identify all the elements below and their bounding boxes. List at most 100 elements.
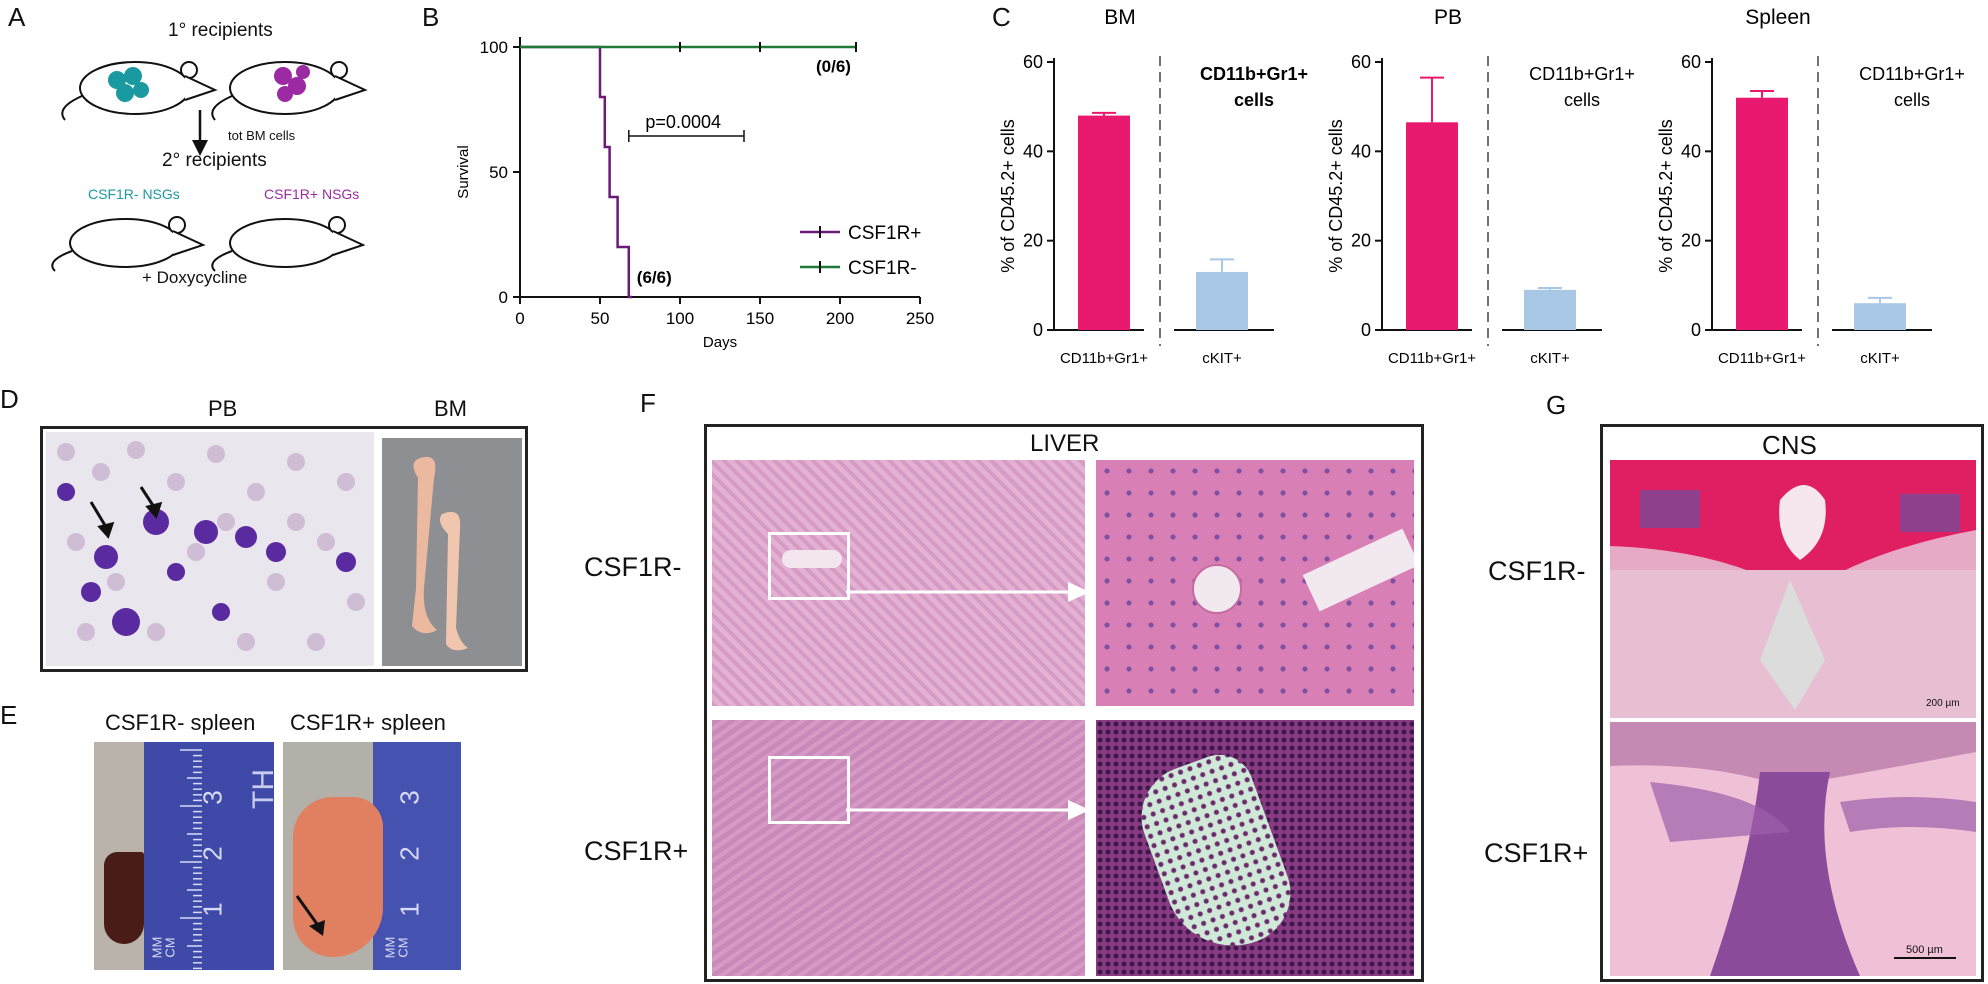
panel-letter-c: C <box>992 2 1011 32</box>
y-tick-label: 0 <box>1691 320 1701 340</box>
x-tick-label: CD11b+Gr1+ <box>1060 350 1148 367</box>
ruler-number: 1 <box>394 902 425 917</box>
spleen-neg-photo: 3 2 1 TH MM CM <box>94 742 274 970</box>
cns-row-neg-label: CSF1R- <box>1488 556 1586 586</box>
ruler-unit-cm: CM <box>395 937 411 958</box>
ruler-text: TH <box>247 769 274 809</box>
bar-chart-pb: PB 0 20 40 60 % of CD45.2+ cells CD11b+Gr1+ cKI… <box>1326 6 1635 367</box>
bar <box>1854 303 1906 330</box>
cns-neg-structure <box>1610 460 1976 718</box>
bone-photo <box>382 438 522 666</box>
panel-letter-a: A <box>8 2 26 32</box>
cell-arrow-icon <box>89 486 163 539</box>
x-tick-label: 250 <box>906 309 934 328</box>
femur-bones <box>412 456 468 651</box>
x-tick-label: 50 <box>591 309 610 328</box>
y-tick-label: 40 <box>1351 141 1371 161</box>
spleen-pos-photo: 3 2 1 MM CM <box>283 742 461 970</box>
count-pos-label: (6/6) <box>637 268 672 287</box>
zoom-box <box>768 532 850 600</box>
x-tick-label: 200 <box>826 309 854 328</box>
transfer-arrow-icon <box>192 110 208 156</box>
y-axis-label: Survival <box>455 145 472 198</box>
vessel <box>1192 564 1242 614</box>
liver-title: LIVER <box>1030 430 1100 457</box>
cns-row-pos-label: CSF1R+ <box>1484 838 1589 868</box>
bar <box>1524 289 1576 330</box>
y-tick-label: 50 <box>489 163 508 182</box>
vessel <box>1127 745 1305 965</box>
group-header: cells <box>1234 90 1274 110</box>
x-tick-label: 100 <box>666 309 694 328</box>
bar <box>1078 115 1130 330</box>
ruler-area <box>373 742 461 970</box>
spleen-arrow-icon <box>295 895 325 936</box>
mouse-pos-icon <box>211 61 368 121</box>
pb-label: PB <box>208 396 238 421</box>
series-line-CSF1R+ <box>520 45 632 299</box>
panel-d-frame <box>40 426 528 672</box>
panel-g-frame <box>1600 424 1984 982</box>
primary-recipients-label: 1° recipients <box>168 20 273 41</box>
treatment-label: + Doxycycline <box>142 268 248 287</box>
x-tick-label: 150 <box>746 309 774 328</box>
x-tick-label: CD11b+Gr1+ <box>1718 350 1806 367</box>
mouse-neg-icon <box>61 61 218 121</box>
group-pos-label: CSF1R+ NSGs <box>264 186 360 202</box>
legend-label: CSF1R- <box>848 258 917 279</box>
group-header: CD11b+Gr1+ <box>1859 64 1965 84</box>
y-tick-label: 40 <box>1681 141 1701 161</box>
liver-row-neg-label: CSF1R- <box>584 552 682 582</box>
y-axis-label: % of CD45.2+ cells <box>1326 119 1346 273</box>
x-tick-label: cKIT+ <box>1530 350 1570 367</box>
blood-smear-cells <box>57 441 365 651</box>
panel-letter-f: F <box>640 388 656 418</box>
vessel <box>782 550 842 568</box>
y-tick-label: 0 <box>499 288 508 307</box>
count-neg-label: (0/6) <box>816 57 851 76</box>
survival-chart: 0 50 100 150 200 250 0 50 100 Days Survival p=0.000… <box>455 37 934 351</box>
x-tick-label: cKIT+ <box>1860 350 1900 367</box>
scale-bar-label: 200 µm <box>1926 698 1960 709</box>
liver-neg-high-mag <box>1096 460 1414 706</box>
y-tick-label: 0 <box>1033 320 1043 340</box>
liver-neg-low-mag <box>712 460 1085 706</box>
panel-letter-e: E <box>0 700 18 730</box>
cns-neg-image: 200 µm <box>1610 460 1976 718</box>
y-tick-label: 20 <box>1351 231 1371 251</box>
y-axis-label: % of CD45.2+ cells <box>1656 119 1676 273</box>
vessel <box>1302 528 1414 612</box>
ruler-number: 3 <box>394 790 425 805</box>
cns-pos-structure <box>1610 722 1976 976</box>
y-tick-label: 60 <box>1681 52 1701 72</box>
subpanel-title: BM <box>1104 6 1136 29</box>
group-header: cells <box>1894 90 1930 110</box>
p-value-label: p=0.0004 <box>645 112 721 132</box>
spleen-pos-label: CSF1R+ spleen <box>290 710 446 735</box>
x-axis-label: Days <box>703 334 737 351</box>
secondary-mice-illustration <box>51 216 365 272</box>
y-tick-label: 60 <box>1023 52 1043 72</box>
cns-title: CNS <box>1762 430 1817 460</box>
panel-letter-b: B <box>422 2 440 32</box>
ruler-number: 2 <box>394 846 425 861</box>
spleen-neg-label: CSF1R- spleen <box>105 710 256 735</box>
liver-row-pos-label: CSF1R+ <box>584 836 689 866</box>
y-axis-label: % of CD45.2+ cells <box>998 119 1018 273</box>
legend-label: CSF1R+ <box>848 223 921 244</box>
group-neg-label: CSF1R- NSGs <box>88 186 180 202</box>
bar-chart-bm: BM 0 20 40 60 % of CD45.2+ cells CD11b+Gr1+ cKI… <box>998 6 1308 367</box>
mouse-icon <box>211 216 365 272</box>
liver-pos-low-mag <box>712 720 1085 976</box>
bar <box>1406 122 1458 330</box>
panel-letter-d: D <box>0 384 19 414</box>
secondary-recipients-label: 2° recipients <box>162 150 267 171</box>
scale-bar-label: 500 µm <box>1906 944 1943 956</box>
zoom-arrows <box>846 582 1090 820</box>
y-tick-label: 60 <box>1351 52 1371 72</box>
y-tick-label: 40 <box>1023 141 1043 161</box>
panel-f-frame <box>704 424 1424 982</box>
primary-mice-illustration <box>61 61 368 121</box>
x-tick-label: cKIT+ <box>1202 350 1242 367</box>
y-tick-label: 100 <box>480 38 508 57</box>
